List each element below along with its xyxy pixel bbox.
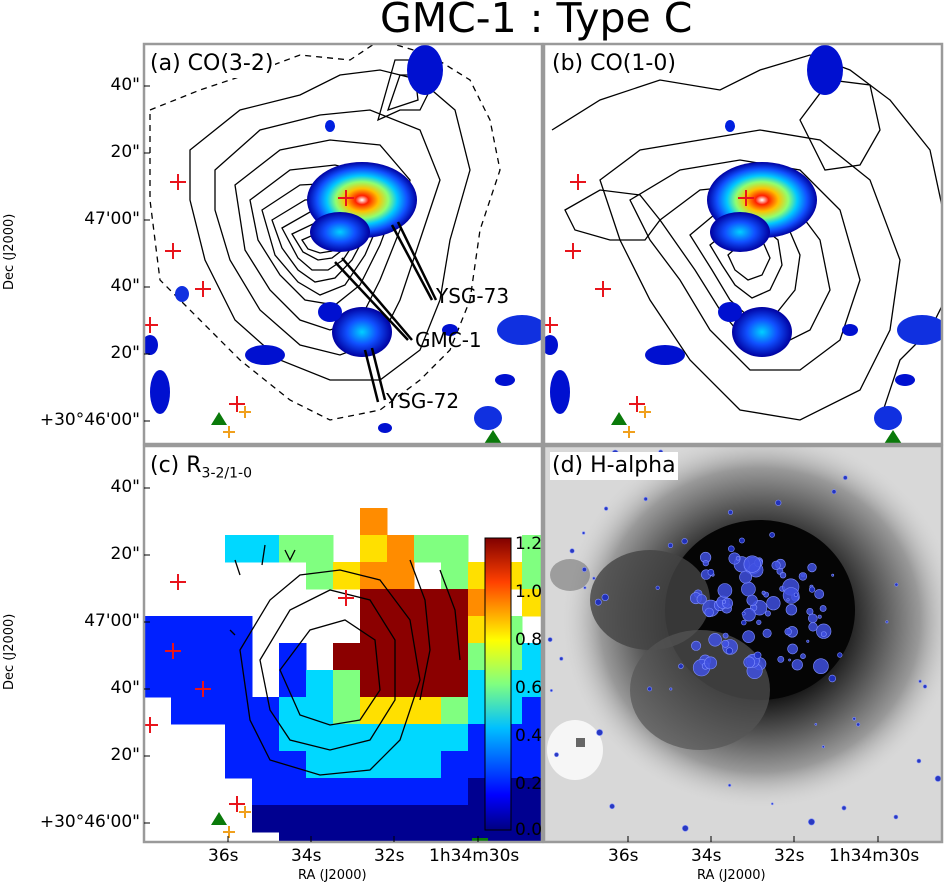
dec-tick-c-5: 20" bbox=[110, 745, 140, 765]
ra-axis-label-d: RA (J2000) bbox=[697, 868, 766, 883]
panel-b-label: (b) CO(1-0) bbox=[550, 50, 678, 78]
colorbar-tick-3: 0.8 bbox=[515, 630, 543, 650]
colorbar-tick-2: 1.0 bbox=[515, 582, 543, 602]
ra-tick-c-2: 34s bbox=[291, 846, 322, 866]
panel-a-image bbox=[144, 44, 542, 444]
dec-tick-a-5: 20" bbox=[110, 343, 140, 363]
figure-title: GMC-1 : Type C bbox=[380, 0, 693, 42]
ra-tick-d-2: 34s bbox=[691, 846, 722, 866]
colorbar bbox=[484, 537, 512, 831]
panel-d-image bbox=[544, 446, 942, 842]
dec-tick-a-6: +30°46'00" bbox=[39, 410, 140, 430]
ra-tick-d-4: 1h34m30s bbox=[829, 846, 920, 866]
dec-axis-label-bottom: Dec (J2000) bbox=[2, 613, 17, 690]
panel-b-image bbox=[544, 44, 942, 444]
ra-tick-d-1: 36s bbox=[608, 846, 639, 866]
colorbar-tick-7: 0.0 bbox=[515, 820, 543, 840]
dec-tick-a-2: 20" bbox=[110, 142, 140, 162]
colorbar-tick-1: 1.2 bbox=[515, 534, 543, 554]
ra-axis-label-c: RA (J2000) bbox=[298, 868, 367, 883]
colorbar-tick-4: 0.6 bbox=[515, 678, 543, 698]
dec-tick-a-1: 40" bbox=[110, 75, 140, 95]
panel-a-label: (a) CO(3-2) bbox=[148, 50, 276, 78]
annotation-ysg72: YSG-72 bbox=[386, 389, 460, 413]
dec-tick-c-2: 20" bbox=[110, 544, 140, 564]
panel-c-image bbox=[144, 446, 542, 842]
annotation-gmc1: GMC-1 bbox=[415, 328, 482, 352]
dec-tick-a-3: 47'00" bbox=[84, 209, 140, 229]
annotation-ysg73: YSG-73 bbox=[436, 284, 510, 308]
ra-tick-c-3: 32s bbox=[374, 846, 405, 866]
panel-c-label: (c) R3-2/1-0 bbox=[148, 452, 254, 488]
ra-tick-c-1: 36s bbox=[208, 846, 239, 866]
ra-tick-d-3: 32s bbox=[774, 846, 805, 866]
dec-tick-c-1: 40" bbox=[110, 477, 140, 497]
dec-tick-c-4: 40" bbox=[110, 678, 140, 698]
colorbar-tick-6: 0.2 bbox=[515, 774, 543, 794]
colorbar-tick-5: 0.4 bbox=[515, 726, 543, 746]
tick-marks bbox=[144, 85, 879, 842]
panel-c-label-sub: 3-2/1-0 bbox=[201, 465, 252, 482]
panel-c-label-main: (c) R bbox=[150, 453, 202, 478]
dec-tick-a-4: 40" bbox=[110, 276, 140, 296]
dec-tick-c-3: 47'00" bbox=[84, 611, 140, 631]
panel-d-label: (d) H-alpha bbox=[550, 452, 678, 480]
ra-tick-c-4: 1h34m30s bbox=[429, 846, 520, 866]
panel-borders bbox=[142, 42, 944, 844]
dec-axis-label-top: Dec (J2000) bbox=[2, 213, 17, 290]
dec-tick-c-6: +30°46'00" bbox=[39, 812, 140, 832]
